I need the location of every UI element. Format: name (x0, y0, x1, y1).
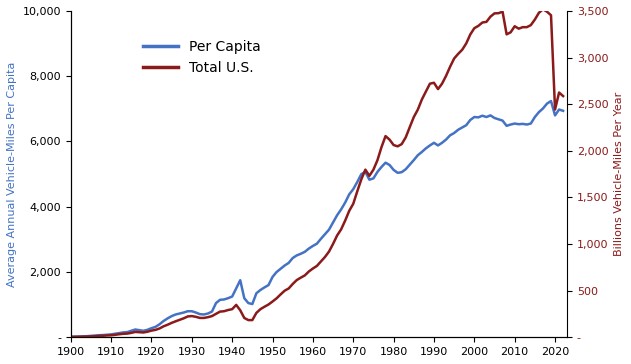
Y-axis label: Billions Vehicle-Miles Per Year: Billions Vehicle-Miles Per Year (614, 92, 624, 256)
Y-axis label: Average Annual Vehicle-Miles Per Capita: Average Annual Vehicle-Miles Per Capita (7, 62, 17, 287)
Legend: Per Capita, Total U.S.: Per Capita, Total U.S. (137, 34, 266, 80)
